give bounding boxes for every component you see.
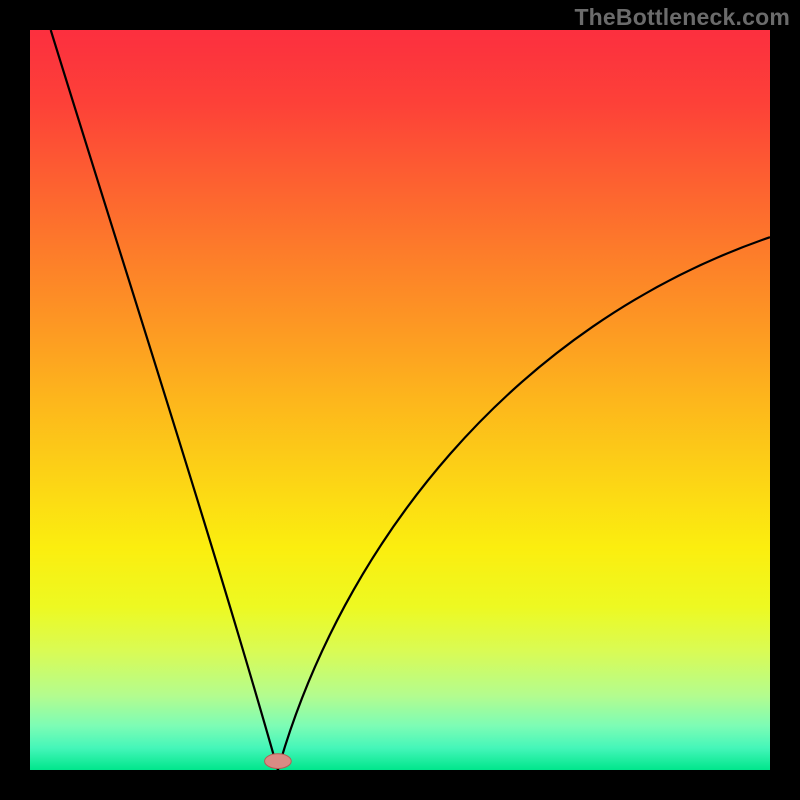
gradient-background: [30, 30, 770, 770]
plot-area: [30, 30, 770, 770]
chart-outer-frame: TheBottleneck.com: [0, 0, 800, 800]
bottleneck-curve-chart: [30, 30, 770, 770]
vertex-marker: [265, 754, 292, 769]
watermark-text: TheBottleneck.com: [574, 4, 790, 31]
